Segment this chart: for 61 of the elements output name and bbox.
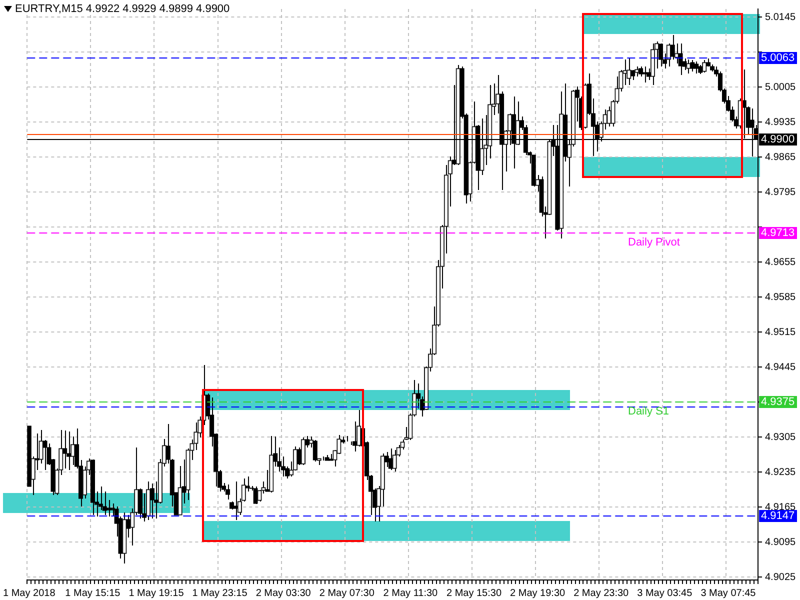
annotation: 5.0063 xyxy=(761,52,795,64)
x-tick-label: 3 May 03:45 xyxy=(637,588,693,599)
y-tick-label: 4.9305 xyxy=(765,432,796,443)
candlestick xyxy=(225,484,230,500)
y-tick-label: 4.9515 xyxy=(765,326,796,338)
candlestick xyxy=(245,476,250,492)
candlestick xyxy=(646,68,652,80)
candlestick xyxy=(312,440,318,462)
x-tick-label: 2 May 07:30 xyxy=(319,588,375,599)
annotation: 4.9147 xyxy=(761,510,795,522)
y-tick-label: 4.9935 xyxy=(765,116,796,128)
ref-line-label: Daily S1 xyxy=(628,406,669,418)
x-tick-label: 2 May 03:30 xyxy=(256,588,312,599)
chart-title: EURTRY,M15 4.9922 4.9929 4.9899 4.9900 xyxy=(15,3,230,15)
candlestick xyxy=(300,437,306,466)
candlestick xyxy=(658,43,664,67)
candlestick xyxy=(634,66,640,77)
candlestick xyxy=(66,431,72,470)
candlestick xyxy=(626,58,632,86)
candlestick xyxy=(352,421,358,452)
annotation: 4.9375 xyxy=(761,396,795,408)
candlestick xyxy=(638,66,644,77)
y-tick-label: 4.9865 xyxy=(765,152,796,163)
candlestick xyxy=(702,60,707,73)
y-tick-label: 4.9655 xyxy=(765,256,796,268)
x-tick-label: 1 May 23:15 xyxy=(192,588,248,599)
x-tick-label: 1 May 2018 xyxy=(2,588,56,599)
x-tick-label: 2 May 19:30 xyxy=(510,588,566,599)
candlestick xyxy=(182,459,186,504)
y-tick-label: 4.9585 xyxy=(765,292,796,303)
candlestick xyxy=(42,440,48,470)
candlestick xyxy=(694,61,699,74)
x-tick-label: 2 May 15:30 xyxy=(446,588,502,599)
candlestick xyxy=(106,500,111,517)
candlestick xyxy=(690,60,695,72)
x-tick-label: 2 May 11:30 xyxy=(383,588,438,599)
x-tick-label: 1 May 19:15 xyxy=(128,588,184,599)
candlestick xyxy=(154,481,159,519)
y-tick-label: 4.9095 xyxy=(765,536,796,548)
x-tick-label: 1 May 15:15 xyxy=(65,588,121,599)
y-tick-label: 4.9795 xyxy=(765,186,796,198)
candlestick xyxy=(678,43,683,76)
annotation: 4.9900 xyxy=(761,134,795,146)
candlestick xyxy=(150,483,155,519)
candlestick xyxy=(265,470,270,492)
x-tick-label: 2 May 23:30 xyxy=(574,588,630,599)
candlestick xyxy=(62,430,68,469)
y-tick-label: 5.0145 xyxy=(765,12,796,23)
y-tick-label: 4.9445 xyxy=(765,362,796,373)
ref-line-label: Daily Pivot xyxy=(628,236,680,249)
candlestick xyxy=(670,34,675,60)
y-tick-label: 4.9025 xyxy=(765,572,796,583)
candlestick xyxy=(296,447,302,466)
candlestick xyxy=(686,59,691,74)
annotation: 4.9713 xyxy=(761,227,795,240)
y-tick-label: 4.9235 xyxy=(765,466,796,478)
candlestick xyxy=(392,450,397,472)
candlestick xyxy=(388,448,393,470)
y-tick-label: 5.0005 xyxy=(765,82,796,93)
x-tick-label: 3 May 07:45 xyxy=(700,588,756,599)
candlestick xyxy=(384,452,389,468)
